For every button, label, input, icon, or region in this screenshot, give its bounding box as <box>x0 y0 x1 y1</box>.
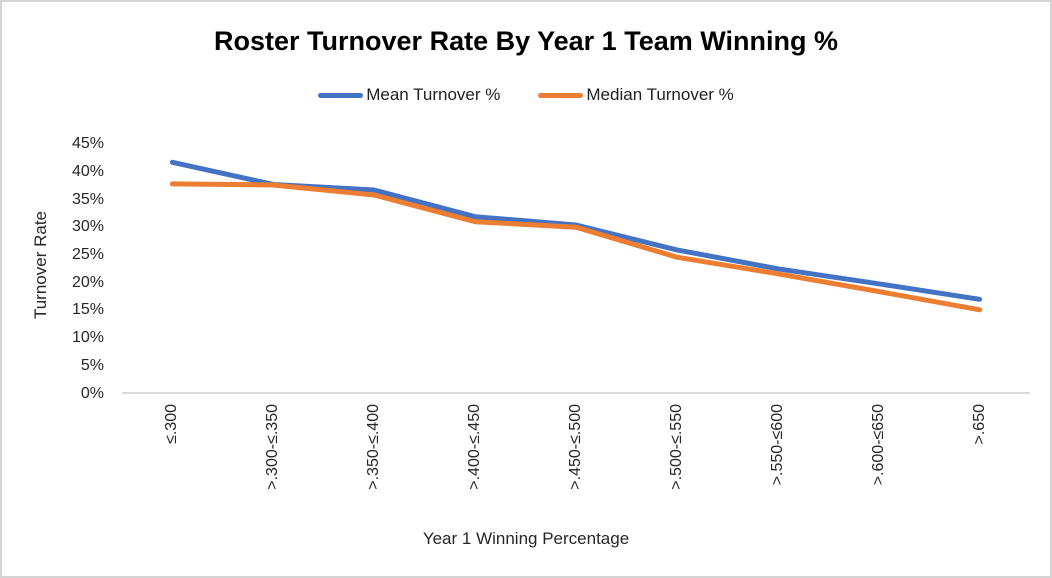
y-tick-label: 40% <box>71 162 104 180</box>
y-tick-label: 0% <box>80 384 104 402</box>
legend-line-swatch <box>318 92 364 98</box>
y-tick-label: 5% <box>80 356 104 374</box>
legend: Mean Turnover % Median Turnover % <box>2 82 1050 108</box>
x-category-label: >.550-≤600 <box>768 404 786 486</box>
median-turnover-line <box>169 181 983 313</box>
y-tick-label: 45% <box>71 135 104 152</box>
x-category-label: ≤.300 <box>163 404 181 444</box>
chart-title: Roster Turnover Rate By Year 1 Team Winn… <box>214 26 838 56</box>
y-tick-label: 15% <box>71 301 104 319</box>
legend-item-mean[interactable]: Mean Turnover % <box>318 85 500 105</box>
legend-line-swatch <box>538 92 584 98</box>
x-category-label: >.400-≤.450 <box>466 404 484 490</box>
legend-item-median[interactable]: Median Turnover % <box>538 85 734 105</box>
y-tick-label: 20% <box>71 273 104 291</box>
x-category-label: >.300-≤.350 <box>264 404 282 490</box>
mean-turnover-line <box>169 159 983 302</box>
y-tick-label: 35% <box>71 190 104 208</box>
x-category-label: >.450-≤.500 <box>567 404 584 490</box>
legend-label: Mean Turnover % <box>366 85 501 104</box>
y-tick-label: 25% <box>71 245 104 263</box>
x-category-label: >.600-≤650 <box>869 404 887 486</box>
y-tick-label: 30% <box>71 218 104 236</box>
legend-label: Median Turnover % <box>586 85 734 104</box>
y-tick-label: 10% <box>71 329 104 347</box>
x-category-label: >.500-≤.550 <box>667 404 685 490</box>
x-axis-line <box>122 392 1030 394</box>
x-category-label: >.650 <box>970 404 988 445</box>
x-axis-title: Year 1 Winning Percentage <box>422 529 630 548</box>
x-category-label: >.350-≤.400 <box>365 404 383 490</box>
